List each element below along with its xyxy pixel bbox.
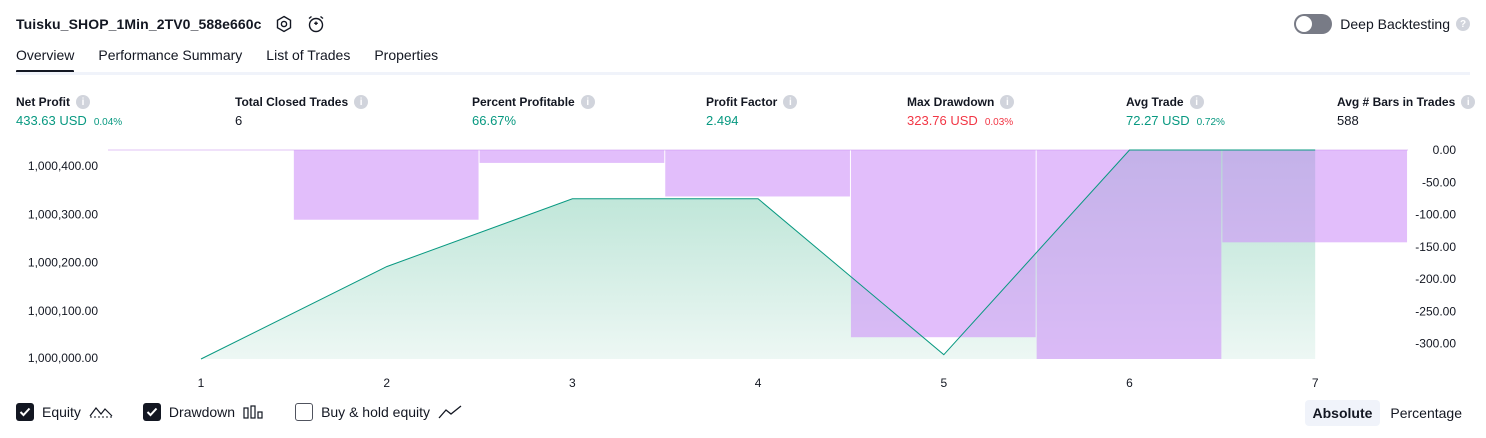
info-icon[interactable]: i [580, 95, 595, 109]
add-alert-icon[interactable] [306, 14, 326, 34]
metric-value: 72.27 USD [1126, 113, 1190, 128]
metric-percent: 0.04% [93, 117, 123, 128]
metric-net-profit: Net Profit i 433.63 USD 0.04% [16, 94, 122, 129]
x-axis-tick: 7 [1312, 376, 1319, 390]
info-icon[interactable]: i [1189, 95, 1204, 109]
metric-max-drawdown: Max Drawdown i 323.76 USD 0.03% [907, 94, 1015, 129]
legend-drawdown[interactable]: Drawdown [142, 403, 265, 421]
drawdown-checkbox[interactable] [142, 403, 161, 421]
left-axis-tick: 1,000,200.00 [28, 256, 98, 270]
metric-value: 6 [235, 113, 243, 128]
drawdown-bar [850, 150, 1036, 338]
tab-performance-summary[interactable]: Performance Summary [98, 47, 243, 63]
info-icon[interactable]: i [76, 95, 90, 109]
metric-label: Profit Factor [706, 95, 778, 109]
legend-label: Equity [42, 404, 81, 420]
metric-label: Percent Profitable [472, 95, 575, 109]
chart-legend: Equity Drawdown Buy & hold equity [16, 403, 492, 421]
metric-value: 588 [1337, 113, 1359, 128]
equity-line [200, 149, 1316, 360]
bar-chart-icon [243, 405, 265, 419]
right-axis-tick: -300.00 [1415, 337, 1456, 351]
equity-checkbox[interactable] [16, 403, 34, 421]
metric-label: Total Closed Trades [235, 95, 349, 109]
left-axis-tick: 1,000,000.00 [28, 351, 98, 365]
metric-label: Max Drawdown [907, 95, 995, 109]
drawdown-bar [1036, 150, 1222, 359]
right-axis-tick: -100.00 [1415, 208, 1456, 222]
x-axis-tick: 3 [569, 376, 576, 390]
x-axis-tick: 5 [940, 376, 947, 390]
right-axis-tick: -50.00 [1422, 175, 1456, 189]
line-chart-icon [438, 405, 462, 419]
settings-icon[interactable] [274, 14, 294, 34]
metric-percent: 0.72% [1196, 117, 1225, 128]
tab-list-of-trades[interactable]: List of Trades [266, 47, 351, 63]
legend-equity[interactable]: Equity [16, 403, 113, 421]
metric-label: Avg Trade [1126, 95, 1184, 109]
header-bar: Tuisku_SHOP_1Min_2TV0_588e660c [16, 12, 326, 36]
deep-backtesting-toggle[interactable] [1294, 14, 1333, 34]
metric-value: 66.67% [472, 113, 517, 128]
equity-area [201, 150, 1316, 359]
left-axis-tick: 1,000,300.00 [28, 207, 98, 221]
info-icon[interactable]: i [1461, 95, 1476, 109]
x-axis-tick: 2 [383, 376, 390, 390]
drawdown-bar [1222, 150, 1408, 243]
strategy-title: Tuisku_SHOP_1Min_2TV0_588e660c [16, 16, 262, 32]
right-axis-tick: -150.00 [1415, 240, 1456, 254]
buy-hold-checkbox[interactable] [295, 403, 314, 421]
metric-avg-bars: Avg # Bars in Trades i 588 [1337, 94, 1476, 129]
help-icon[interactable]: ? [1456, 17, 1470, 31]
toggle-knob [1296, 16, 1313, 32]
deep-backtesting: Deep Backtesting ? [1294, 12, 1470, 36]
left-axis-tick: 1,000,100.00 [28, 304, 98, 318]
absolute-button[interactable]: Absolute [1304, 400, 1381, 426]
metric-percent-profitable: Percent Profitable i 66.67% [472, 94, 595, 129]
metric-value: 433.63 USD [16, 113, 87, 128]
legend-label: Drawdown [168, 404, 236, 420]
metric-profit-factor: Profit Factor i 2.494 [706, 94, 798, 129]
tabs-divider [16, 72, 1470, 75]
value-mode-switch: Absolute Percentage [1303, 400, 1471, 426]
left-axis-tick: 1,000,400.00 [28, 159, 98, 173]
info-icon[interactable]: i [354, 95, 369, 109]
metric-avg-trade: Avg Trade i 72.27 USD 0.72% [1126, 94, 1225, 129]
tab-overview[interactable]: Overview [16, 47, 75, 73]
metric-value: 2.494 [706, 113, 739, 128]
tab-properties[interactable]: Properties [374, 47, 439, 63]
deep-backtesting-label: Deep Backtesting [1340, 16, 1450, 32]
x-axis-tick: 4 [755, 376, 762, 390]
legend-label: Buy & hold equity [321, 404, 431, 420]
right-axis-tick: -250.00 [1415, 304, 1456, 318]
metric-value: 323.76 USD [907, 113, 978, 128]
drawdown-bar [479, 150, 665, 163]
equity-drawdown-chart[interactable]: 1,000,400.00 1,000,300.00 1,000,200.00 1,00… [0, 140, 1486, 396]
metric-percent: 0.03% [984, 117, 1014, 128]
drawdown-bar [665, 150, 850, 197]
equity-line-icon [89, 405, 113, 419]
metric-label: Avg # Bars in Trades [1337, 95, 1456, 109]
info-icon[interactable]: i [783, 95, 798, 109]
tab-bar: Overview Performance Summary List of Tra… [16, 47, 462, 73]
drawdown-bar [293, 150, 479, 220]
x-axis-tick: 1 [198, 376, 205, 390]
x-axis-tick: 6 [1126, 376, 1133, 390]
legend-buy-hold[interactable]: Buy & hold equity [295, 403, 462, 421]
metric-total-closed-trades: Total Closed Trades i 6 [235, 94, 369, 129]
info-icon[interactable]: i [1000, 95, 1015, 109]
right-axis-tick: -200.00 [1415, 272, 1456, 286]
right-axis-tick: 0.00 [1433, 143, 1457, 157]
percentage-button[interactable]: Percentage [1390, 405, 1462, 421]
metric-label: Net Profit [16, 95, 70, 109]
